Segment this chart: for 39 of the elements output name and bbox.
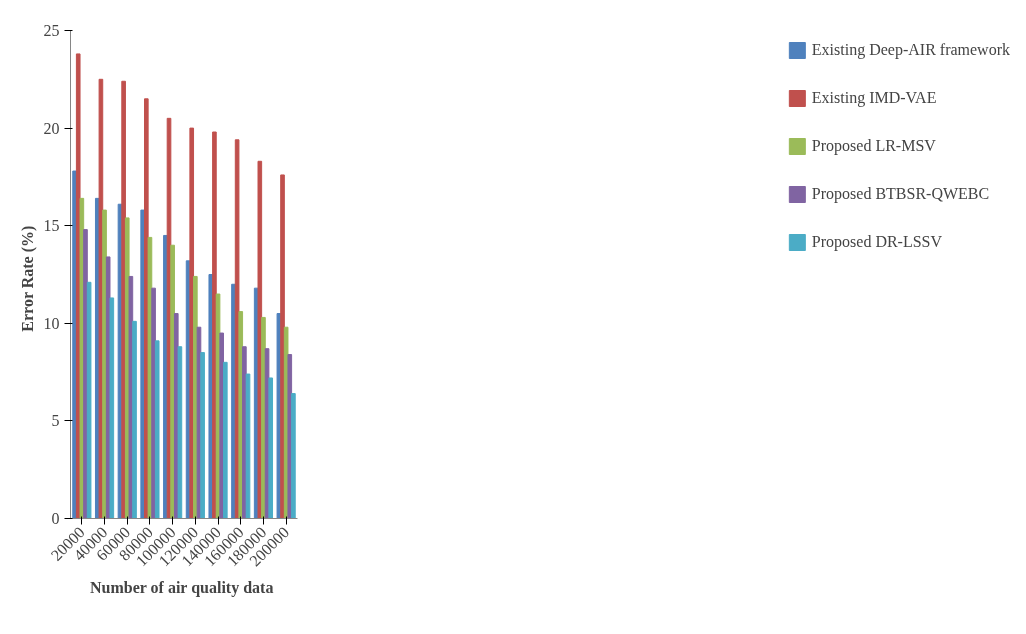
y-tick-label: 10 [43, 314, 60, 332]
y-axis-title: Error Rate (%) [18, 225, 37, 332]
bar [83, 229, 88, 519]
bar [200, 352, 205, 519]
bar [132, 320, 137, 519]
y-tick-label: 15 [43, 217, 60, 235]
bar [102, 209, 107, 519]
bar [98, 78, 104, 519]
legend-label: Proposed LR-MSV [811, 137, 937, 155]
bar [219, 332, 224, 519]
bar [177, 346, 183, 519]
bar [242, 346, 247, 519]
bar [170, 244, 175, 519]
bar [268, 377, 274, 519]
bar [128, 275, 134, 519]
bar [109, 297, 115, 519]
x-axis-title: Number of air quality data [90, 579, 274, 598]
bar [121, 80, 126, 519]
legend-label: Existing IMD-VAE [811, 89, 938, 107]
bar [257, 160, 263, 519]
bar [223, 361, 228, 519]
bar [151, 287, 156, 519]
bar [212, 131, 217, 519]
legend-label: Proposed DR-LSSV [811, 233, 944, 251]
bar [189, 127, 195, 519]
y-tick-label: 25 [43, 22, 60, 39]
bar [154, 340, 160, 519]
y-tick-label: 20 [43, 119, 60, 137]
bar [147, 236, 153, 519]
y-tick-label: 5 [51, 412, 60, 430]
bar [86, 281, 92, 519]
legend-label: Existing Deep-AIR framework [811, 41, 1010, 59]
bar [287, 354, 293, 519]
legend-label: Proposed BTBSR-QWEBC [811, 185, 990, 203]
bar [280, 174, 285, 519]
bar [291, 393, 296, 519]
bar [193, 275, 198, 519]
bar [238, 311, 244, 519]
y-tick-label: 0 [51, 510, 60, 527]
